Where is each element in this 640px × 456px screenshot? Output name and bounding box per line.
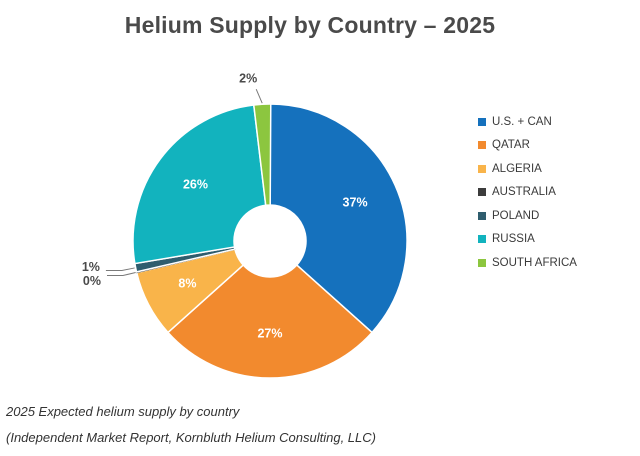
data-label-south-africa: 2% bbox=[239, 72, 257, 86]
legend-label: SOUTH AFRICA bbox=[492, 256, 577, 269]
data-label-algeria: 8% bbox=[178, 276, 196, 290]
leader-line-south-africa bbox=[255, 89, 263, 104]
legend-swatch bbox=[478, 141, 486, 150]
legend-swatch bbox=[478, 164, 486, 173]
legend-swatch bbox=[478, 117, 486, 126]
slice-qatar bbox=[166, 263, 374, 379]
legend-label: RUSSIA bbox=[492, 233, 535, 246]
legend-item-qatar: QATAR bbox=[478, 134, 577, 158]
data-label-u-s-can: 37% bbox=[343, 195, 368, 209]
legend-label: QATAR bbox=[492, 139, 530, 152]
legend-swatch bbox=[478, 235, 486, 244]
data-label-russia: 26% bbox=[183, 177, 208, 191]
legend-swatch bbox=[478, 211, 486, 220]
legend-label: POLAND bbox=[492, 209, 540, 222]
legend-item-algeria: ALGERIA bbox=[478, 157, 577, 181]
legend-item-russia: RUSSIA bbox=[478, 228, 577, 252]
caption-line-2: (Independent Market Report, Kornbluth He… bbox=[6, 430, 376, 445]
donut-chart: 37% 27% 8% 0%1% 26% 2% bbox=[82, 72, 408, 379]
chart-title: Helium Supply by Country – 2025 bbox=[124, 12, 496, 38]
slice-south-africa bbox=[252, 103, 272, 207]
legend-label: ALGERIA bbox=[492, 162, 542, 175]
legend-item-poland: POLAND bbox=[478, 204, 577, 228]
legend-swatch bbox=[478, 258, 486, 267]
legend-item-australia: AUSTRALIA bbox=[478, 181, 577, 205]
chart-legend: U.S. + CAN QATAR ALGERIA AUSTRALIA POLAND RUS… bbox=[478, 110, 577, 275]
legend-swatch bbox=[478, 188, 486, 197]
leader-line-australia bbox=[106, 272, 136, 276]
data-label-qatar: 27% bbox=[257, 326, 282, 340]
legend-label: AUSTRALIA bbox=[492, 186, 556, 199]
data-label-australia: 0% bbox=[83, 274, 101, 288]
leader-line-poland bbox=[105, 267, 135, 271]
legend-label: U.S. + CAN bbox=[492, 115, 552, 128]
legend-item-south-africa: SOUTH AFRICA bbox=[478, 251, 577, 275]
data-label-poland: 1% bbox=[82, 260, 100, 274]
slice-russia bbox=[132, 104, 267, 265]
slice-u-s-can bbox=[269, 103, 408, 334]
legend-item-u-s-can: U.S. + CAN bbox=[478, 110, 577, 134]
caption-line-1: 2025 Expected helium supply by country bbox=[6, 404, 240, 419]
